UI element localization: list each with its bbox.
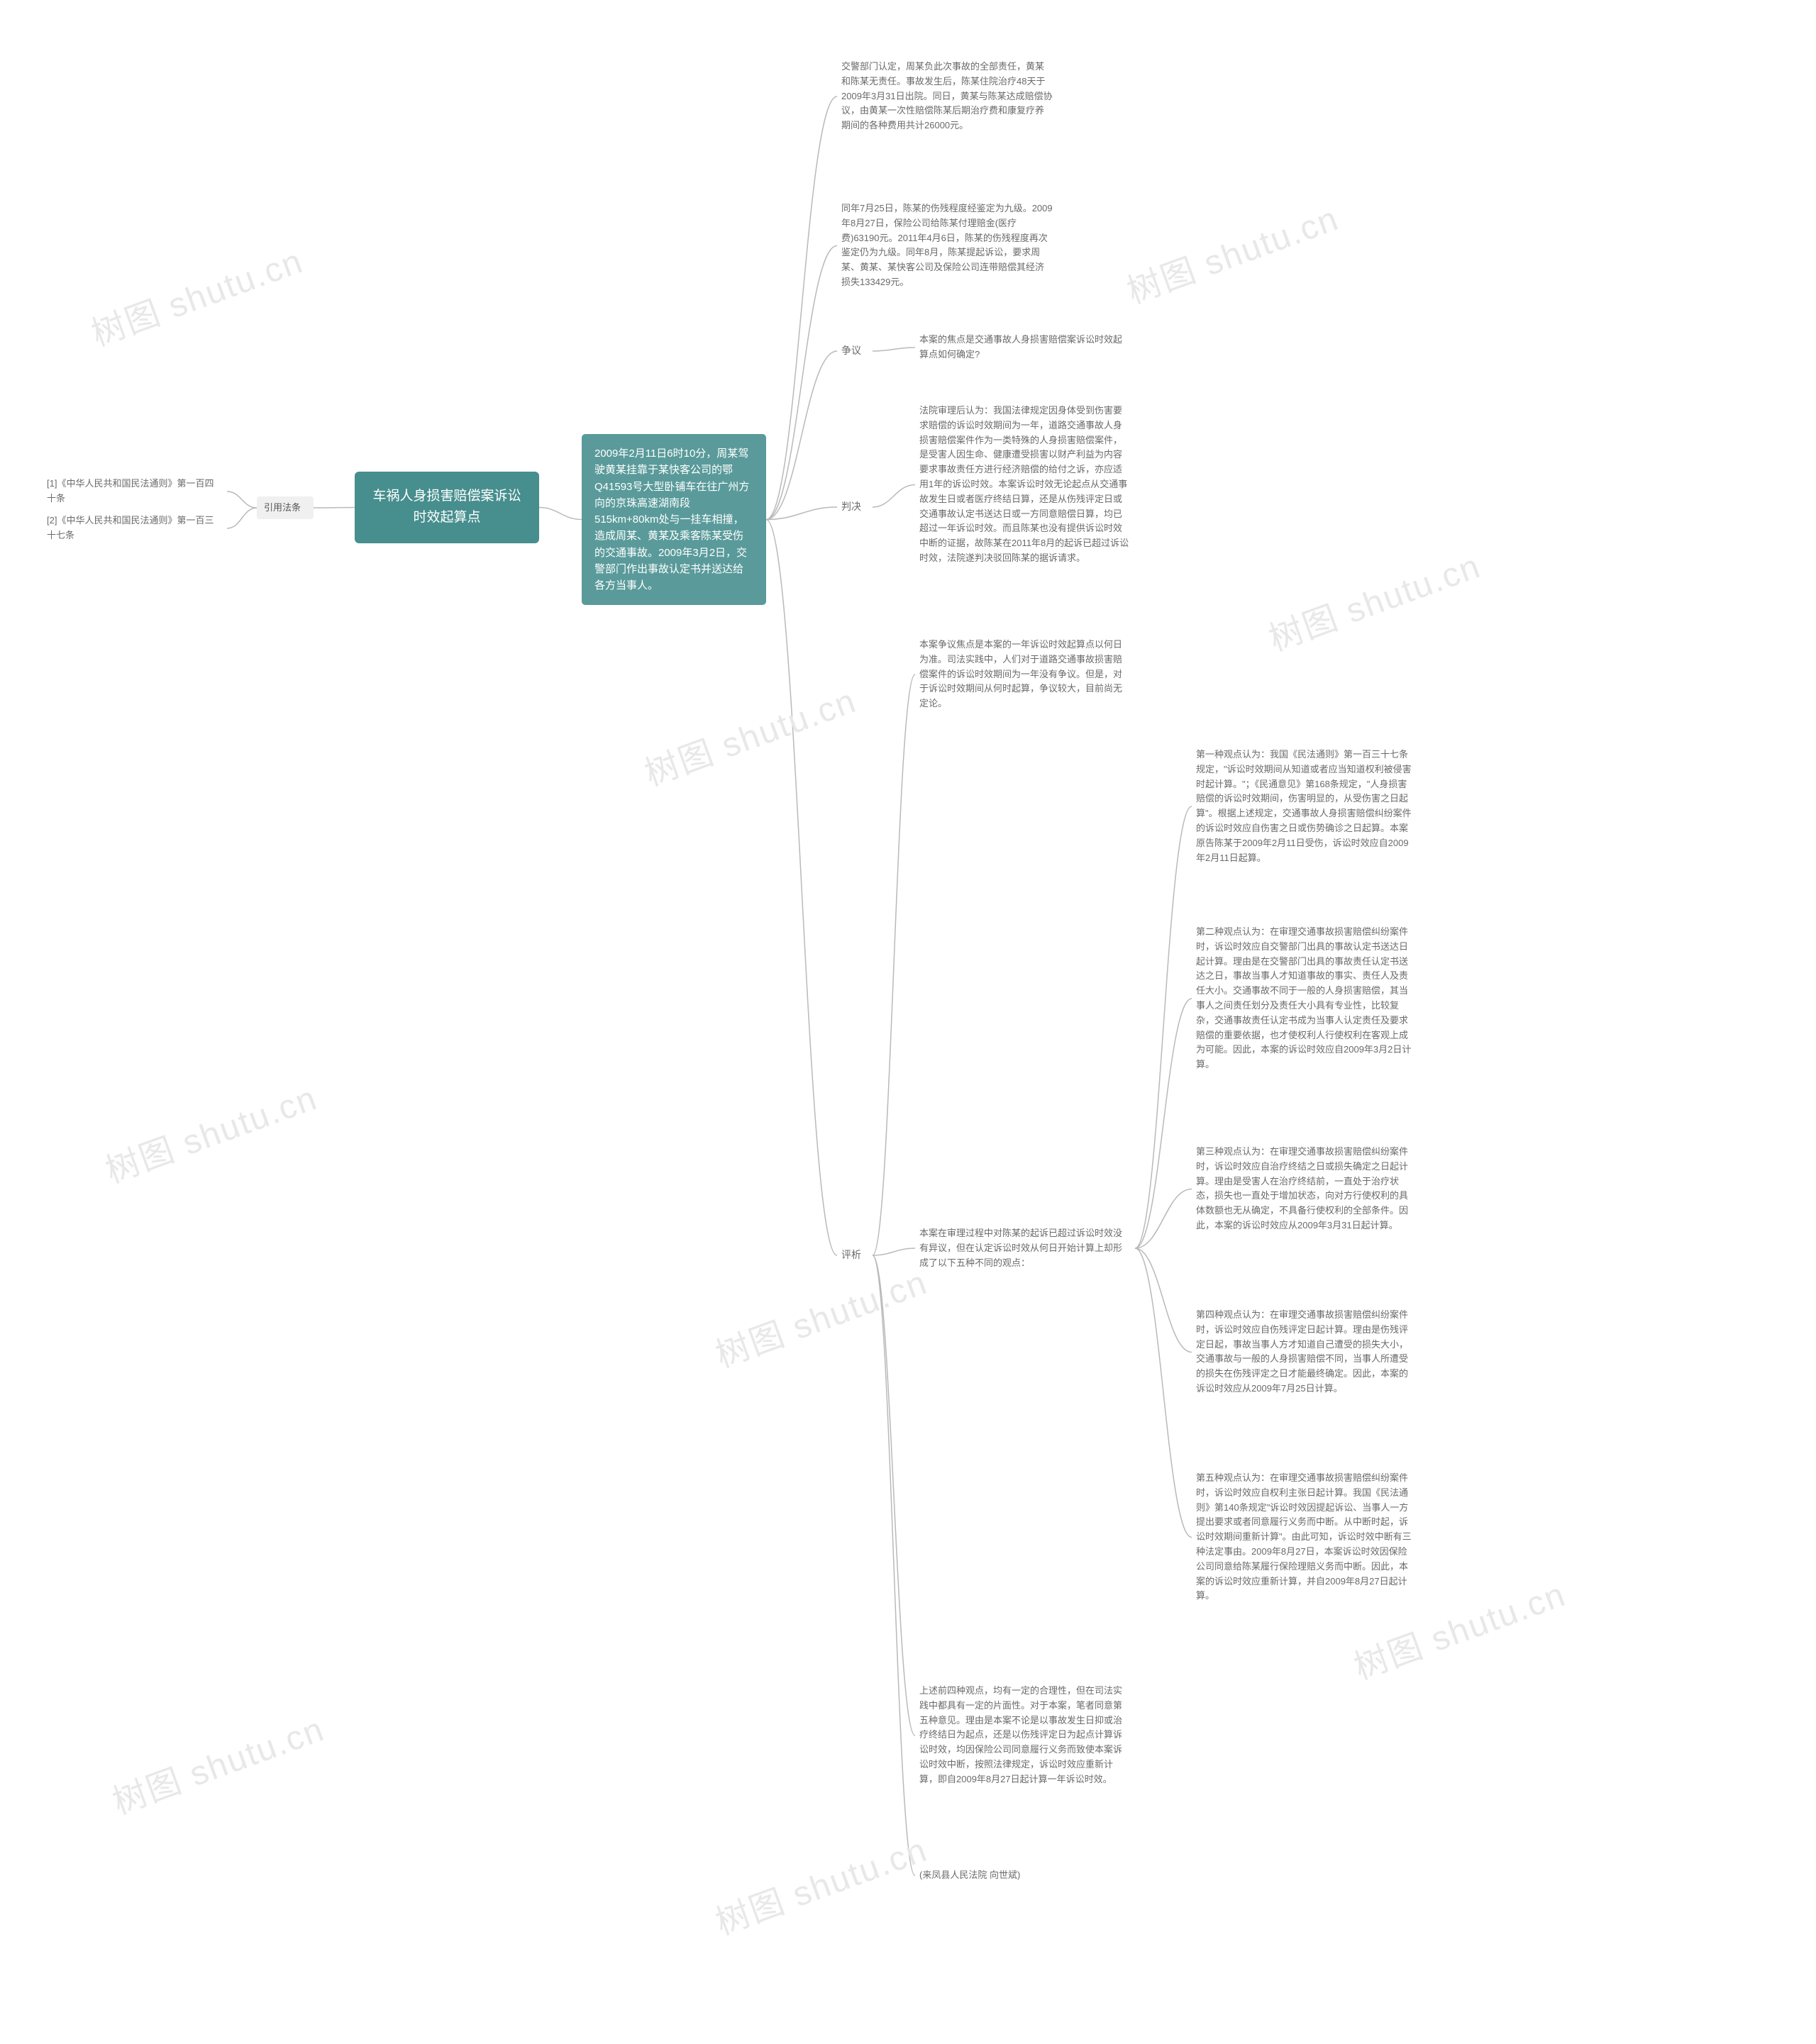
connector	[873, 485, 915, 508]
root-node: 车祸人身损害赔偿案诉讼时效起算点	[355, 472, 539, 543]
view-0: 第一种观点认为：我国《民法通则》第一百三十七条规定，"诉讼时效期间从知道或者应当…	[1192, 745, 1419, 868]
watermark: 树图 shutu.cn	[83, 233, 309, 356]
watermark: 树图 shutu.cn	[97, 1070, 323, 1193]
connector	[766, 351, 837, 520]
connector	[873, 1255, 915, 1735]
view-1: 第二种观点认为：在审理交通事故损害赔偿纠纷案件时，诉讼时效应自交警部门出具的事故…	[1192, 922, 1419, 1075]
analysis-source: (来凤县人民法院 向世斌)	[915, 1865, 1135, 1886]
dispute-label: 争议	[837, 340, 873, 362]
connector	[539, 508, 582, 520]
judgment-text: 法院审理后认为：我国法律规定因身体受到伤害要求赔偿的诉讼时效期间为一年，道路交通…	[915, 401, 1135, 569]
connector	[766, 520, 837, 1256]
connector	[1135, 806, 1192, 1248]
dispute-text: 本案的焦点是交通事故人身损害赔偿案诉讼时效起算点如何确定?	[915, 330, 1135, 365]
connector	[873, 348, 915, 351]
view-3: 第四种观点认为：在审理交通事故损害赔偿纠纷案件时，诉讼时效应自伤残评定日起计算。…	[1192, 1305, 1419, 1399]
watermark: 树图 shutu.cn	[636, 673, 862, 796]
analysis-subintro: 本案在审理过程中对陈某的起诉已超过诉讼时效没有异议，但在认定诉讼时效从何日开始计…	[915, 1223, 1135, 1273]
connector	[1135, 1189, 1192, 1249]
watermark: 树图 shutu.cn	[707, 1255, 933, 1377]
connector	[873, 1248, 915, 1255]
watermark: 树图 shutu.cn	[1119, 191, 1344, 313]
connector	[314, 508, 355, 509]
ref-label: 引用法条	[257, 496, 314, 519]
connector	[1135, 1248, 1192, 1353]
analysis-intro: 本案争议焦点是本案的一年诉讼时效起算点以何日为准。司法实践中，人们对于道路交通事…	[915, 635, 1135, 714]
context-node: 2009年2月11日6时10分，周某驾驶黄某挂靠于某快客公司的鄂Q41593号大…	[582, 434, 766, 605]
ref-item-0: [1]《中华人民共和国民法通则》第一百四十条	[43, 474, 227, 509]
connector	[1135, 1248, 1192, 1538]
ref-item-1: [2]《中华人民共和国民法通则》第一百三十七条	[43, 511, 227, 546]
connector	[766, 96, 837, 520]
connector	[873, 674, 915, 1255]
analysis-label: 评析	[837, 1245, 873, 1266]
connector	[227, 491, 257, 508]
analysis-conclusion: 上述前四种观点，均有一定的合理性，但在司法实践中都具有一定的片面性。对于本案，笔…	[915, 1681, 1135, 1790]
fact-1: 同年7月25日，陈某的伤残程度经鉴定为九级。2009年8月27日，保险公司给陈某…	[837, 199, 1057, 293]
connector	[873, 1255, 915, 1876]
connector	[227, 508, 257, 528]
fact-0: 交警部门认定，周某负此次事故的全部责任，黄某和陈某无责任。事故发生后，陈某住院治…	[837, 57, 1057, 136]
connector	[1135, 999, 1192, 1248]
view-4: 第五种观点认为：在审理交通事故损害赔偿纠纷案件时，诉讼时效应自权利主张日起计算。…	[1192, 1468, 1419, 1606]
judgment-label: 判决	[837, 496, 873, 518]
connector-layer	[0, 0, 1816, 2044]
watermark: 树图 shutu.cn	[104, 1701, 330, 1824]
watermark: 树图 shutu.cn	[707, 1822, 933, 1945]
connector	[766, 246, 837, 520]
watermark: 树图 shutu.cn	[1261, 538, 1486, 661]
connector	[766, 507, 837, 520]
view-2: 第三种观点认为：在审理交通事故损害赔偿纠纷案件时，诉讼时效应自治疗终结之日或损失…	[1192, 1142, 1419, 1236]
